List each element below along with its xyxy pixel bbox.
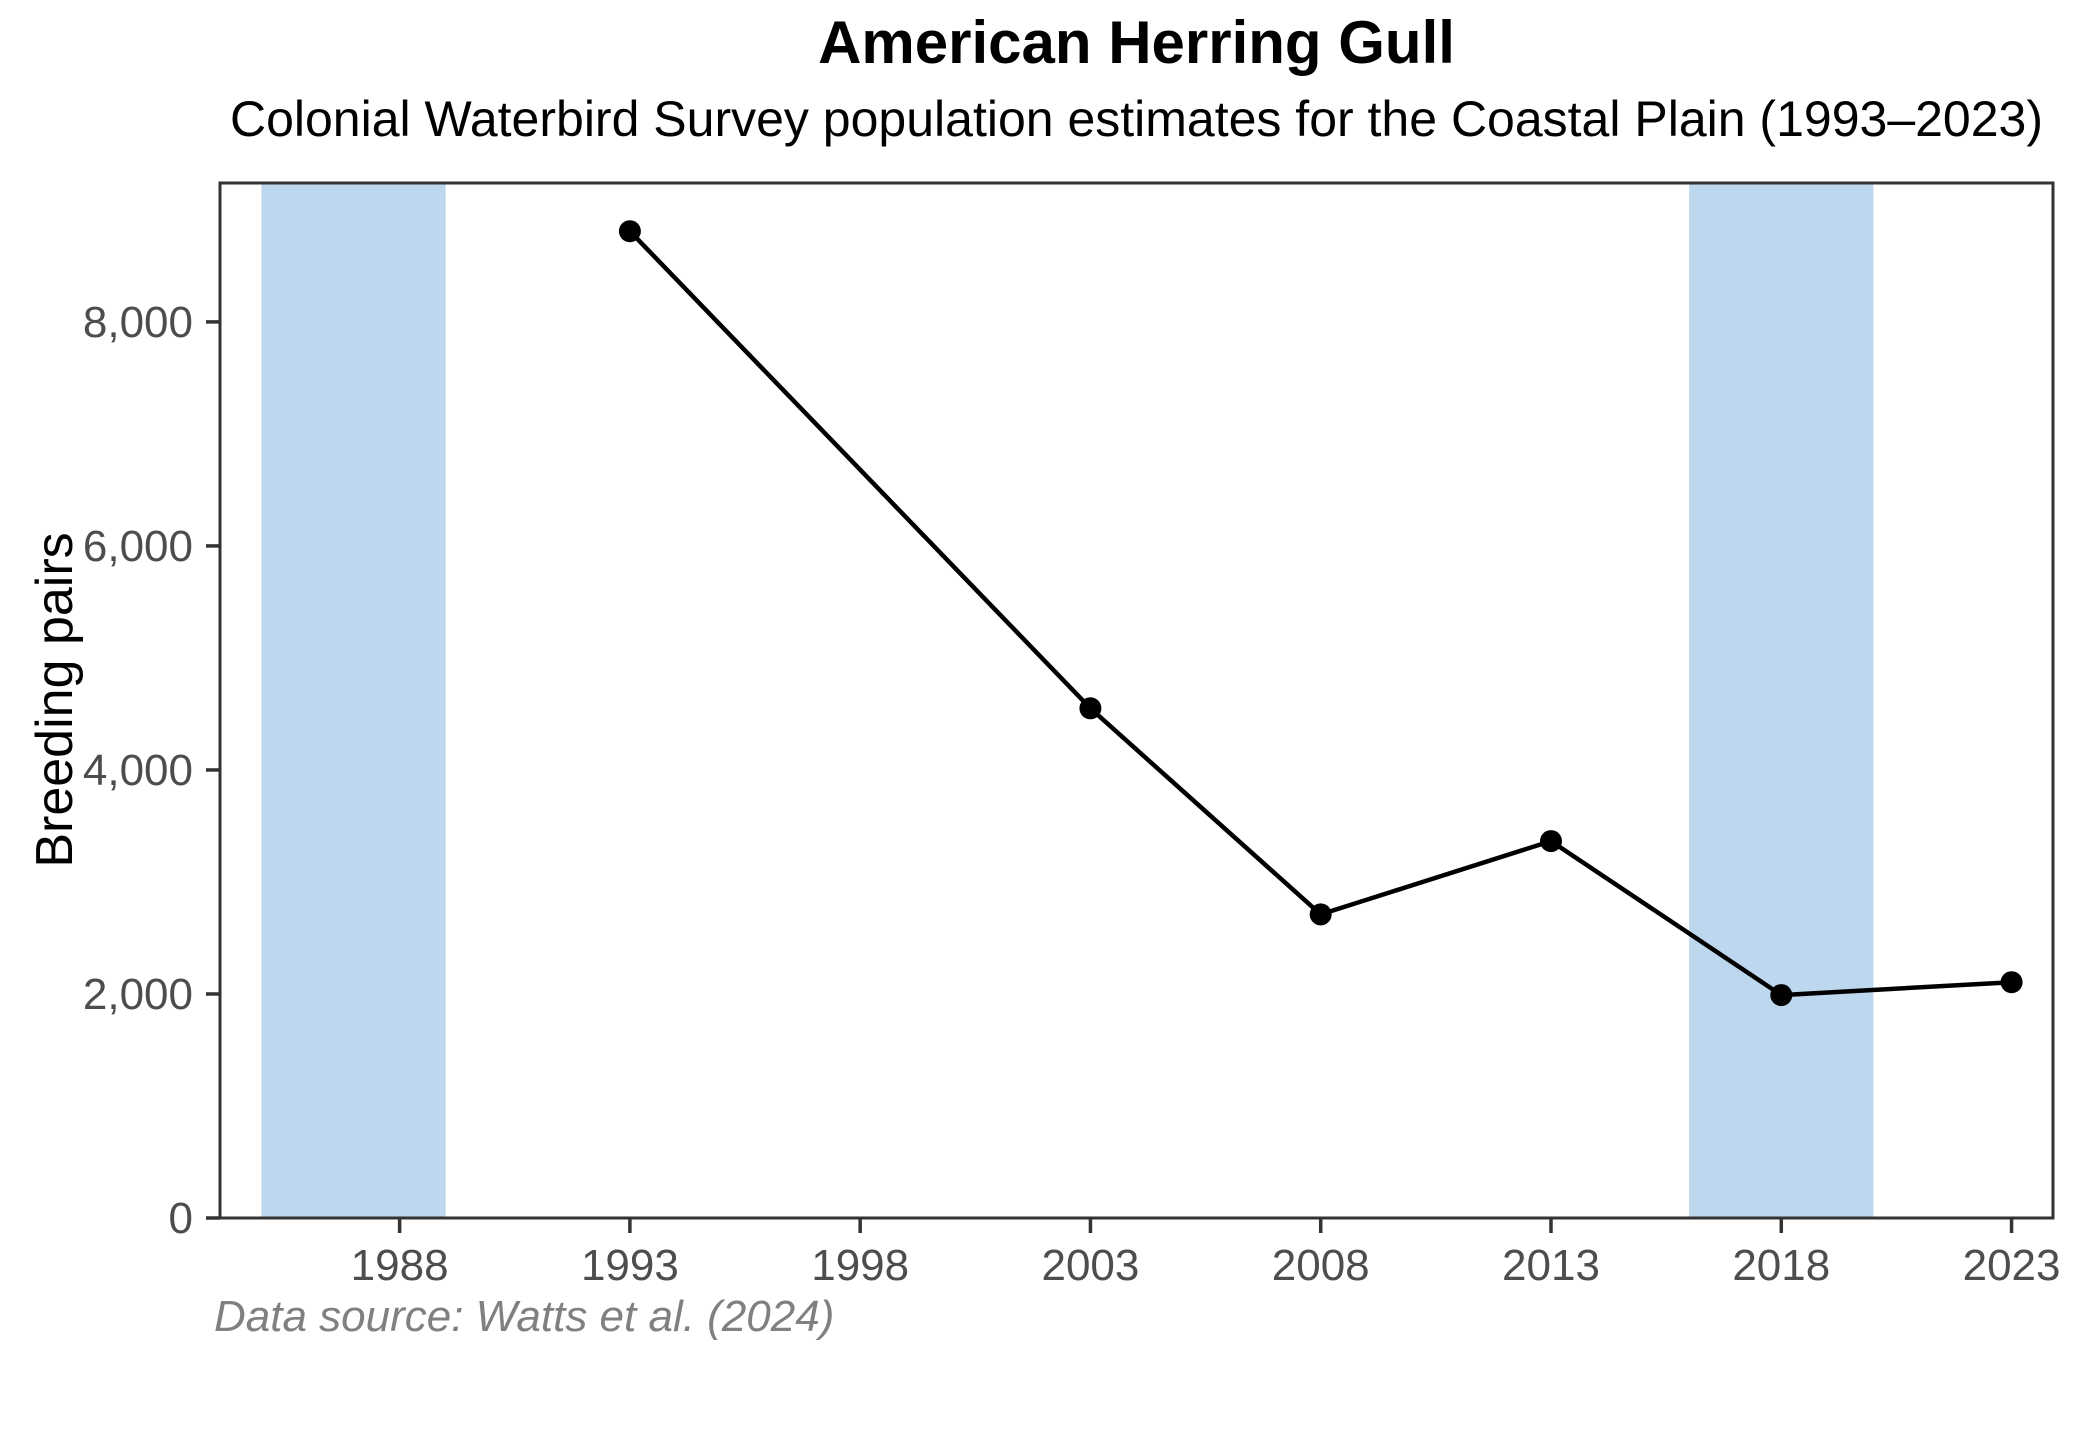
chart-title: American Herring Gull (818, 9, 1455, 76)
y-tick-label: 6,000 (83, 522, 193, 571)
data-point (1540, 830, 1562, 853)
x-tick-label: 1993 (581, 1241, 679, 1290)
data-point (618, 220, 641, 243)
data-point (1770, 984, 1793, 1007)
x-tick-label: 2018 (1732, 1241, 1830, 1290)
shaded-bands-layer (261, 183, 1874, 1218)
x-tick-label: 1988 (351, 1241, 449, 1290)
shaded-band (261, 183, 446, 1218)
x-tick-label: 2003 (1041, 1241, 1139, 1290)
trend-line (628, 229, 2012, 998)
chart-caption: Data source: Watts et al. (2024) (214, 1292, 835, 1341)
data-point (1309, 903, 1332, 926)
shaded-band (1689, 183, 1874, 1218)
y-tick-label: 4,000 (83, 746, 193, 795)
x-tick-label: 2013 (1502, 1241, 1600, 1290)
chart-subtitle: Colonial Waterbird Survey population est… (229, 91, 2044, 147)
data-point (2000, 971, 2023, 994)
x-tick-label: 2023 (1963, 1241, 2061, 1290)
y-tick-label: 0 (169, 1194, 193, 1243)
y-tick-label: 8,000 (83, 298, 193, 347)
data-point (1079, 697, 1102, 720)
axes-layer: 0 2,000 4,000 6,000 8,000 1988 1993 1998 2003 200… (83, 181, 2061, 1290)
x-tick-label: 2008 (1272, 1241, 1370, 1290)
x-tick-label: 1998 (811, 1241, 909, 1290)
series-layer (618, 220, 2023, 1007)
chart-header: American Herring Gull Colonial Waterbird… (220, 0, 2053, 147)
panel-border (218, 181, 2055, 1220)
y-tick-label: 2,000 (83, 970, 193, 1019)
